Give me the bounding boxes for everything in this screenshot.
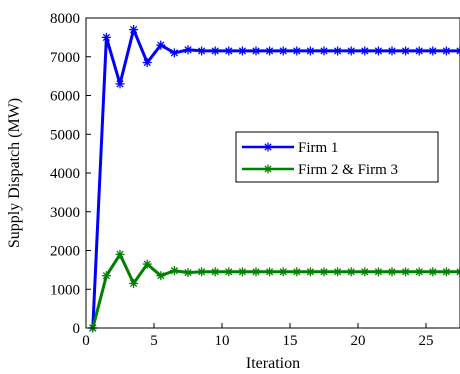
data-point <box>333 267 343 277</box>
legend-box <box>235 131 439 183</box>
data-point <box>129 25 139 35</box>
data-point <box>115 249 125 259</box>
y-axis-label: Supply Dispatch (MW) <box>6 98 23 248</box>
y-tick-label: 8000 <box>50 11 80 27</box>
series-firm-1 <box>88 25 460 333</box>
y-tick-label: 1000 <box>50 282 80 298</box>
data-point <box>237 46 247 56</box>
data-point <box>292 267 302 277</box>
data-point <box>455 267 460 277</box>
data-point <box>197 46 207 56</box>
x-tick-label: 20 <box>351 333 366 349</box>
data-point <box>414 267 424 277</box>
data-point <box>169 266 179 276</box>
y-axis-ticks: 0 1000 2000 3000 4000 5000 6000 7000 8000 <box>50 11 91 337</box>
data-point <box>428 46 438 56</box>
data-point <box>441 46 451 56</box>
data-point <box>414 46 424 56</box>
data-point <box>224 46 234 56</box>
data-point <box>373 46 383 56</box>
y-tick-label: 2000 <box>50 244 80 260</box>
legend-item: Firm 1 <box>242 140 338 156</box>
data-point <box>319 46 329 56</box>
y-tick-label: 5000 <box>50 127 80 143</box>
data-point <box>387 46 397 56</box>
data-point <box>428 267 438 277</box>
data-point <box>224 267 234 277</box>
data-point <box>360 46 370 56</box>
data-point <box>360 267 370 277</box>
data-point <box>455 46 460 56</box>
data-point <box>251 267 261 277</box>
data-point <box>210 46 220 56</box>
data-point <box>346 46 356 56</box>
y-tick-label: 0 <box>73 321 81 337</box>
series-line <box>91 252 460 329</box>
x-axis-label: Iteration <box>246 355 300 372</box>
plot-frame <box>85 17 460 329</box>
data-point <box>183 45 193 55</box>
data-point <box>441 267 451 277</box>
data-point <box>142 58 152 68</box>
data-point <box>292 46 302 56</box>
data-point <box>251 46 261 56</box>
data-point <box>278 267 288 277</box>
data-point <box>305 267 315 277</box>
data-point <box>115 79 125 89</box>
data-point <box>237 267 247 277</box>
series-line <box>91 28 460 329</box>
data-point <box>101 271 111 281</box>
data-point <box>142 259 152 269</box>
y-tick-label: 6000 <box>50 89 80 105</box>
y-tick-label: 4000 <box>50 166 80 182</box>
x-axis-ticks: 0 5 10 15 20 25 <box>82 323 434 349</box>
data-point <box>319 267 329 277</box>
data-point <box>156 40 166 50</box>
data-point <box>401 46 411 56</box>
x-tick-label: 5 <box>150 333 158 349</box>
data-point <box>169 48 179 58</box>
data-point <box>210 267 220 277</box>
legend-label: Firm 1 <box>298 140 338 156</box>
y-tick-label: 3000 <box>50 205 80 221</box>
data-point <box>265 46 275 56</box>
data-point <box>129 278 139 288</box>
data-point <box>401 267 411 277</box>
legend-label: Firm 2 & Firm 3 <box>298 162 398 178</box>
plot-area <box>88 25 460 333</box>
data-point <box>101 32 111 42</box>
data-point <box>156 271 166 281</box>
x-tick-label: 15 <box>283 333 298 349</box>
data-point <box>305 46 315 56</box>
data-point <box>333 46 343 56</box>
x-tick-label: 0 <box>82 333 90 349</box>
x-tick-label: 25 <box>419 333 434 349</box>
legend: Firm 1 Firm 2 & Firm 3 <box>235 131 439 183</box>
data-point <box>197 267 207 277</box>
x-tick-label: 10 <box>215 333 230 349</box>
data-point <box>278 46 288 56</box>
series-firm-2-3 <box>88 249 460 333</box>
data-point <box>183 268 193 278</box>
data-point <box>346 267 356 277</box>
data-point <box>387 267 397 277</box>
data-point <box>373 267 383 277</box>
data-point <box>265 267 275 277</box>
legend-item: Firm 2 & Firm 3 <box>242 162 398 178</box>
y-tick-label: 7000 <box>50 50 80 66</box>
